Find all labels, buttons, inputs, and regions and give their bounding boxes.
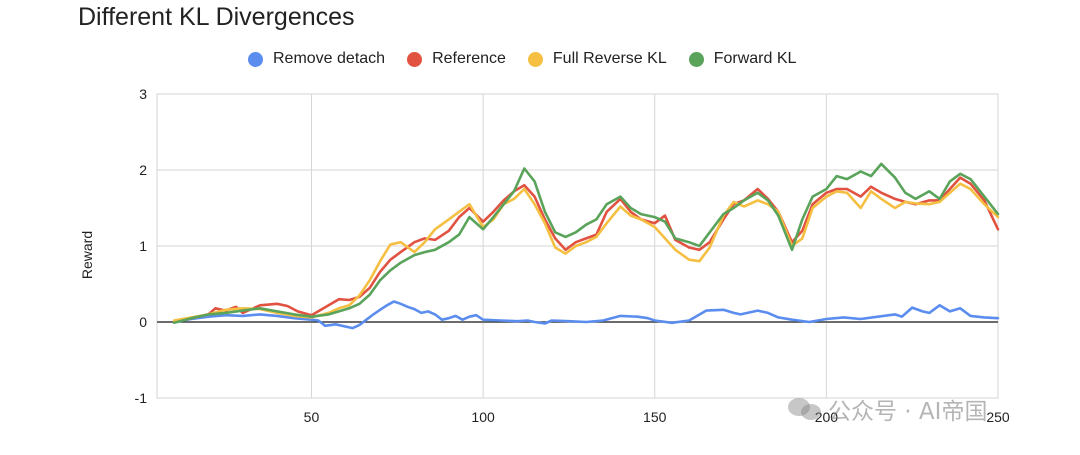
legend-swatch xyxy=(248,51,263,67)
chart-legend: Remove detach Reference Full Reverse KL … xyxy=(248,48,796,70)
wechat-icon xyxy=(788,396,822,422)
legend-item-full-reverse-kl[interactable]: Full Reverse KL xyxy=(527,50,667,68)
watermark: 公众号 · AI帝国 xyxy=(788,392,987,426)
series-line-0 xyxy=(172,300,1000,330)
y-tick-label: 0 xyxy=(139,314,147,330)
legend-swatch xyxy=(407,51,423,67)
watermark-text: 公众号 · AI帝国 xyxy=(828,399,988,425)
series-line-2 xyxy=(172,182,1000,322)
legend-label: Remove detach xyxy=(273,50,386,67)
legend-label: Full Reverse KL xyxy=(552,50,667,67)
series-line-3 xyxy=(172,162,1000,325)
grid-layer xyxy=(156,93,999,399)
axis-layer: -1 0 1 2 3 50 100 150 200 250 xyxy=(135,86,1010,425)
legend-label: Forward KL xyxy=(713,50,797,67)
x-tick-label: 200 xyxy=(815,409,839,425)
legend-swatch xyxy=(527,51,543,67)
x-tick-label: 50 xyxy=(304,409,320,425)
legend-item-forward-kl[interactable]: Forward KL xyxy=(688,50,797,68)
y-tick-label: 1 xyxy=(139,238,147,254)
y-tick-label: -1 xyxy=(135,390,148,406)
plot-border xyxy=(156,93,999,399)
y-axis-label: Reward xyxy=(79,231,95,279)
chart-title: Different KL Divergences xyxy=(78,3,355,31)
y-tick-label: 3 xyxy=(139,86,147,102)
legend-item-remove-detach[interactable]: Remove detach xyxy=(248,50,385,68)
x-tick-label: 250 xyxy=(986,409,1010,425)
x-tick-label: 100 xyxy=(471,409,495,425)
series-layer xyxy=(172,162,1000,330)
y-tick-label: 2 xyxy=(139,162,147,178)
legend-swatch xyxy=(688,51,704,67)
x-tick-label: 150 xyxy=(643,409,667,425)
series-line-1 xyxy=(172,176,1000,324)
legend-item-reference[interactable]: Reference xyxy=(407,50,506,68)
legend-label: Reference xyxy=(432,50,506,67)
